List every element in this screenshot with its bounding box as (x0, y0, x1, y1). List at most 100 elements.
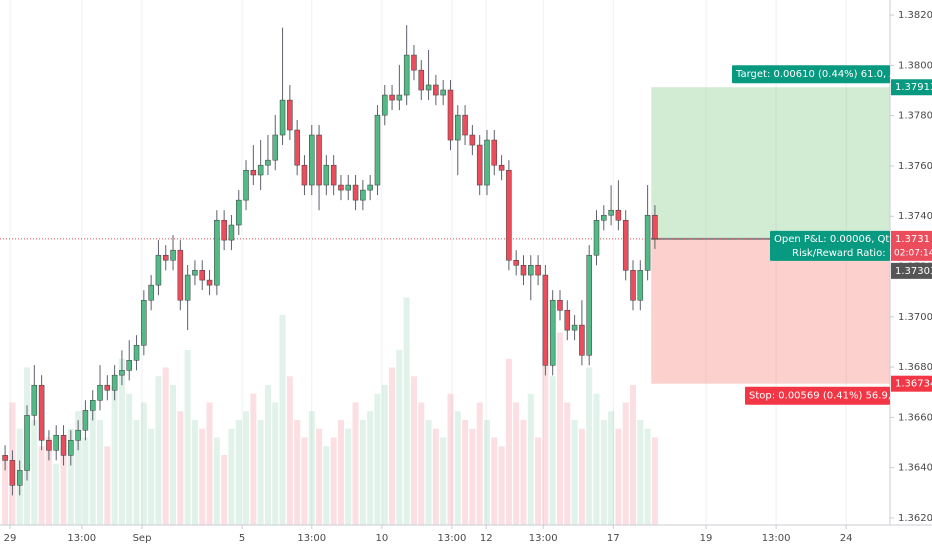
volume-bar (637, 420, 644, 525)
candle-body (535, 265, 541, 276)
candle-body (484, 139, 490, 186)
y-tick-label: 1.36400 (898, 463, 932, 474)
x-tick-label: 13:00 (762, 533, 791, 544)
volume-bar (476, 402, 483, 525)
volume-bar (177, 411, 184, 525)
candle-body (345, 184, 352, 191)
ratio-label: Risk/Reward Ratio: 1.0 (792, 248, 905, 259)
x-tick-label: 5 (239, 533, 245, 544)
volume-bar (301, 437, 308, 525)
volume-bar (432, 428, 439, 525)
candle-body (542, 274, 549, 366)
y-tick-label: 1.36800 (898, 362, 932, 373)
volume-bar (564, 402, 571, 525)
volume-bar (571, 420, 578, 525)
volume-bar (2, 455, 9, 525)
volume-bar (608, 411, 615, 525)
volume-bar (535, 437, 542, 525)
y-tick-label: 1.37400 (898, 211, 932, 222)
volume-bar (272, 402, 279, 525)
volume-bar (53, 463, 60, 525)
volume-bar (82, 437, 89, 525)
entry-price-box (891, 230, 932, 261)
volume-bar (644, 428, 651, 525)
x-tick-label: 13:00 (67, 533, 96, 544)
grid (9, 0, 847, 525)
volume-bar (170, 385, 177, 525)
volume-bar (549, 376, 556, 525)
volume-bar (622, 402, 629, 525)
volume-bar (250, 393, 257, 525)
candle-body (564, 310, 571, 331)
x-tick-label: 10 (375, 533, 388, 544)
candle-body (593, 220, 600, 256)
candle-body (192, 270, 198, 276)
volume-bar (505, 358, 512, 525)
volume-bar (359, 420, 366, 525)
volume-bar (155, 376, 162, 525)
volume-bar (191, 420, 198, 525)
volume-bar (352, 402, 359, 525)
candle-body (82, 410, 89, 431)
volume-bar (578, 428, 585, 525)
candle-body (206, 279, 213, 286)
x-tick-label: 29 (4, 533, 17, 544)
volume-bar (367, 411, 374, 525)
candle-body (608, 209, 614, 216)
volume-bar (257, 420, 264, 525)
y-tick-label: 1.37000 (898, 312, 932, 323)
candle-body (586, 254, 592, 356)
candle-body (119, 370, 125, 376)
x-tick-label: 13:00 (529, 533, 558, 544)
volume-bar (199, 428, 206, 525)
volume-bar (651, 437, 658, 525)
pnl-label-box (770, 230, 890, 261)
volume-bar (213, 437, 220, 525)
candle-body (637, 270, 644, 301)
volume-bar (469, 428, 476, 525)
y-tick-label: 1.36600 (898, 412, 932, 423)
candle-body (557, 299, 563, 311)
stop-price-box (891, 375, 932, 392)
volume-bar (148, 428, 155, 525)
volume-bar (228, 428, 235, 525)
x-tick-label: 13:00 (297, 533, 326, 544)
candle-body (235, 199, 242, 226)
candle-body (68, 440, 74, 456)
candle-body (38, 384, 45, 441)
volume-bar (389, 367, 396, 525)
volume-bar (630, 385, 637, 525)
candle-body (53, 434, 59, 451)
stop-price: 1.36734 (895, 379, 932, 390)
candle-body (447, 89, 454, 141)
candle-body (9, 460, 16, 486)
volume-bar (140, 402, 147, 525)
position-tool (0, 87, 890, 384)
candle-body (2, 455, 8, 461)
candle-body (111, 374, 118, 391)
candle-body (382, 94, 388, 116)
volume-bar (396, 350, 403, 525)
volume (2, 297, 658, 525)
volume-bar (111, 385, 118, 525)
volume-bar (235, 420, 242, 525)
candle-body (330, 164, 337, 186)
volume-bar (184, 350, 191, 525)
candle-body (309, 134, 315, 186)
target-price: 1.37913 (895, 82, 932, 93)
candle-body (279, 99, 286, 136)
candle-body (440, 89, 446, 96)
candle-body (549, 299, 556, 366)
volume-bar (454, 411, 461, 525)
y-tick-label: 1.38200 (898, 10, 932, 21)
candle-body (24, 415, 30, 471)
bid-price: 1.37303 (895, 266, 932, 277)
y-tick-label: 1.36200 (898, 513, 932, 524)
entry-price: 1.3731 (895, 234, 930, 245)
candle-body (469, 134, 476, 146)
candle-body (455, 114, 461, 141)
target-price-box (891, 79, 932, 96)
volume-bar (60, 455, 67, 525)
